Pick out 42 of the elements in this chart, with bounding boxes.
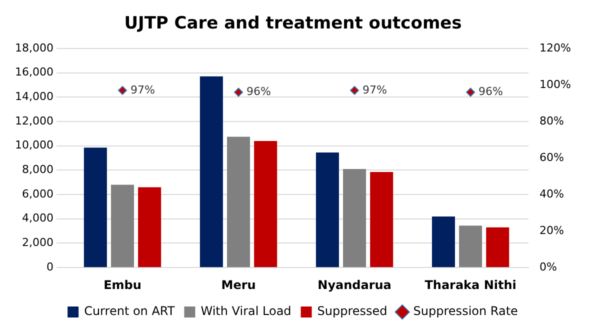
data-label: 96% [246,85,271,98]
legend-label: Suppression Rate [413,304,518,318]
chart-title: UJTP Care and treatment outcomes [124,14,462,34]
y-tick-label: 18,000 [14,41,54,54]
y2-tick-label: 100% [540,78,572,91]
legend-label: Current on ART [84,304,176,318]
y2-tick-label: 60% [540,150,564,164]
y-tick-label: 0 [46,260,54,274]
bar [227,136,250,268]
y2-tick-label: 80% [540,114,564,128]
x-tick-label: Nyandarua [318,278,392,292]
y-tick-label: 6,000 [22,187,54,200]
y2-tick-label: 40% [540,187,564,200]
data-label: 96% [478,85,503,98]
x-tick-label: Embu [104,278,142,292]
y-tick-label: 4,000 [22,212,54,225]
bar [370,172,394,268]
bar [254,140,278,268]
y-tick-label: 12,000 [14,114,54,128]
bar [316,152,339,268]
bar [343,168,366,268]
bar [84,148,107,268]
bar [432,216,455,268]
x-tick-label: Tharaka Nithi [424,278,516,292]
legend-label: Suppressed [317,304,388,318]
y2-tick-label: 120% [540,41,572,54]
y-tick-label: 14,000 [14,90,54,103]
data-label: 97% [362,83,387,96]
y-tick-label: 8,000 [22,163,54,176]
bar [138,187,162,268]
bar [200,76,223,268]
y-tick-label: 16,000 [14,66,54,79]
bar [110,184,134,268]
bar [486,227,510,268]
legend-label: With Viral Load [200,304,292,318]
bar [459,226,482,268]
y2-tick-label: 0% [540,260,558,274]
y-tick-label: 2,000 [22,236,54,250]
data-label: 97% [130,83,155,96]
y2-tick-label: 20% [540,224,564,237]
y-tick-label: 10,000 [14,138,54,152]
x-tick-label: Meru [221,278,256,292]
